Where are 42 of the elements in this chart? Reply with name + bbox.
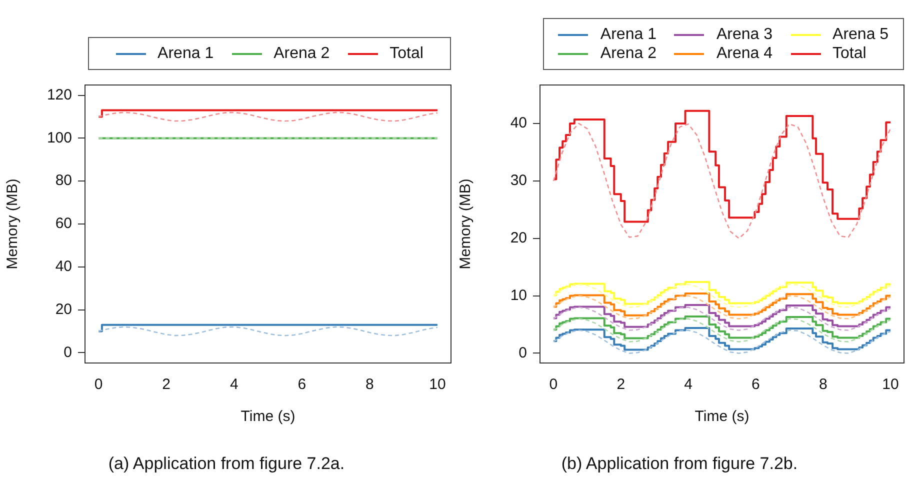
y-axis-title: Memory (MB) (4, 178, 22, 270)
x-tick-label: 4 (230, 376, 238, 394)
line-series (552, 122, 892, 240)
y-tick-label: 30 (510, 172, 527, 190)
y-tick-label: 10 (510, 286, 527, 304)
y-tick-label: 0 (518, 344, 527, 362)
y-tick-label: 40 (510, 114, 527, 132)
x-axis-title: Time (s) (694, 408, 750, 426)
y-tick-label: 0 (64, 344, 72, 361)
legend-label: Total (832, 44, 866, 63)
x-tick-label: 10 (882, 376, 899, 394)
x-tick-label: 2 (616, 376, 626, 394)
x-tick-label: 8 (365, 376, 374, 394)
legend-label: Arena 4 (716, 44, 773, 63)
x-tick-label: 0 (549, 376, 558, 394)
y-tick-label: 80 (55, 172, 72, 190)
x-axis-title: Time (s) (240, 408, 296, 426)
x-tick-label: 4 (684, 376, 692, 394)
x-tick-label: 10 (429, 376, 446, 394)
legend-label: Arena 1 (600, 25, 656, 44)
y-tick-label: 20 (510, 230, 527, 246)
x-tick-label: 6 (752, 376, 760, 394)
line-series (98, 326, 438, 336)
y-tick-label: 40 (55, 258, 72, 276)
y-tick-label: 100 (46, 129, 72, 146)
legend-label: Arena 5 (832, 25, 889, 44)
x-tick-label: 2 (162, 376, 171, 394)
text: (a) Application from figure 7.2a. (107, 454, 346, 474)
x-tick-label: 6 (298, 376, 306, 394)
legend-label: Arena 2 (600, 44, 656, 63)
x-tick-label: 8 (818, 376, 828, 394)
legend-label: Arena 2 (274, 44, 330, 63)
legend-label: Arena 3 (716, 25, 773, 44)
legend-label: Total (390, 44, 424, 63)
y-tick-label: 60 (55, 215, 72, 232)
text: (b) Application from figure 7.2b. (560, 454, 799, 474)
y-tick-label: 120 (46, 86, 72, 104)
legend-label: Arena 1 (158, 44, 214, 63)
y-axis-title: Memory (MB) (457, 178, 474, 270)
x-tick-label: 0 (94, 376, 103, 394)
y-tick-label: 20 (55, 300, 72, 318)
line-series (98, 112, 438, 122)
